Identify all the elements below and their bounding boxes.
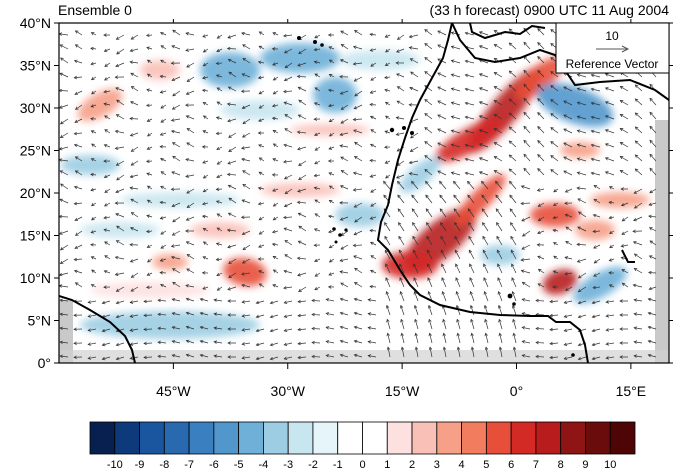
colorbar-tick-label: -6 xyxy=(209,459,219,471)
colorbar-tick-label: -4 xyxy=(259,459,269,471)
masked-region-south xyxy=(59,350,669,363)
anomaly-field xyxy=(60,40,655,339)
coastlines xyxy=(59,23,669,363)
reference-vector-label: Reference Vector xyxy=(566,57,659,71)
lon-tick-label: 45°W xyxy=(156,383,191,399)
plot-title-right: (33 h forecast) 0900 UTC 11 Aug 2004 xyxy=(429,2,669,18)
colorbar-tick-label: -10 xyxy=(107,459,123,471)
lat-tick-label: 5°N xyxy=(28,313,52,329)
colorbar-tick-label: -2 xyxy=(308,459,318,471)
lat-tick-label: 40°N xyxy=(20,15,51,31)
latitude-axis: 40°N 35°N 30°N 25°N 20°N 15°N 10°N 5°N 0° xyxy=(20,15,673,371)
colorbar-swatch xyxy=(560,421,586,455)
colorbar-tick-label: 6 xyxy=(508,459,514,471)
colorbar-tick-label: -7 xyxy=(184,459,194,471)
reference-vector-box: 10 Reference Vector xyxy=(555,22,670,74)
colorbar-swatch xyxy=(287,421,314,455)
coast-africa-west xyxy=(376,23,589,363)
islands xyxy=(297,36,575,357)
coast-south-america xyxy=(59,295,136,363)
colorbar-swatch xyxy=(386,421,413,455)
lon-tick-label: 30°W xyxy=(271,383,306,399)
lat-tick-label: 15°N xyxy=(20,228,51,244)
colorbar-tick-label: 3 xyxy=(434,459,440,471)
lat-tick-label: 0° xyxy=(38,355,51,371)
colorbar-swatch xyxy=(436,421,462,455)
colorbar-swatch xyxy=(411,421,438,455)
colorbar-swatch xyxy=(362,421,388,455)
colorbar-swatch xyxy=(510,421,537,455)
lon-tick-label: 15°W xyxy=(385,383,420,399)
colorbar-swatch xyxy=(188,421,215,455)
lon-tick-label: 0° xyxy=(510,383,523,399)
colorbar-tick-label: 1 xyxy=(384,459,390,471)
longitude-axis: 45°W 30°W 15°W 0° 15°E xyxy=(156,19,646,399)
colorbar-tick-label: 4 xyxy=(459,459,465,471)
colorbar-tick-label: 5 xyxy=(483,459,489,471)
colorbar-swatch xyxy=(163,421,190,455)
colorbar-swatch xyxy=(535,421,562,455)
map-area xyxy=(59,23,669,363)
colorbar-swatch xyxy=(485,421,512,455)
colorbar-tick-label: 2 xyxy=(409,459,415,471)
colorbar-labels: -10 -9 -8 -7 -6 -5 -4 -3 -2 -1 0 1 2 3 4 5 6 7 8 9 10 xyxy=(107,459,617,471)
colorbar-tick-label: 9 xyxy=(582,459,588,471)
masked-region-east xyxy=(655,120,669,363)
colorbar-tick-label: 8 xyxy=(558,459,564,471)
lat-tick-label: 35°N xyxy=(20,58,51,74)
colorbar-swatch xyxy=(114,421,140,455)
colorbar-swatch xyxy=(89,421,116,455)
coast-iberia-top xyxy=(469,23,546,40)
colorbar-swatch xyxy=(238,421,264,455)
coast-iberia-med xyxy=(451,23,669,101)
colorbar-tick-label: -9 xyxy=(135,459,145,471)
lat-tick-label: 20°N xyxy=(20,185,51,201)
colorbar-swatch xyxy=(312,421,339,455)
colorbar-swatch xyxy=(213,421,240,455)
colorbar-swatch xyxy=(263,421,289,455)
colorbar-tick-label: -5 xyxy=(234,459,244,471)
reference-vector-magnitude: 10 xyxy=(605,29,619,43)
colorbar-swatch xyxy=(461,421,487,455)
lat-tick-label: 25°N xyxy=(20,143,51,159)
colorbar-tick-label: 0 xyxy=(359,459,365,471)
coast-red-sea xyxy=(621,249,635,263)
colorbar xyxy=(89,421,636,455)
lon-tick-label: 15°E xyxy=(616,383,647,399)
colorbar-tick-label: -3 xyxy=(283,459,293,471)
colorbar-swatch xyxy=(139,421,165,455)
lat-tick-label: 30°N xyxy=(20,100,51,116)
plot-title-left: Ensemble 0 xyxy=(58,2,132,18)
lat-tick-label: 10°N xyxy=(20,270,51,286)
colorbar-tick-label: -1 xyxy=(333,459,343,471)
colorbar-tick-label: 7 xyxy=(533,459,539,471)
colorbar-swatch xyxy=(585,421,611,455)
colorbar-swatch xyxy=(337,421,363,455)
colorbar-swatch xyxy=(609,421,636,455)
colorbar-tick-label: -8 xyxy=(159,459,169,471)
colorbar-tick-label: 10 xyxy=(604,459,616,471)
